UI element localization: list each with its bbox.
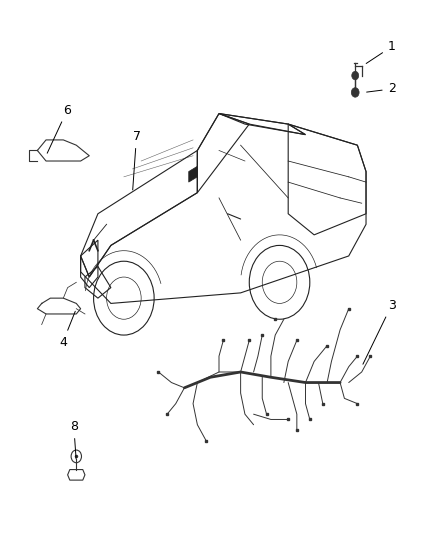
Circle shape — [351, 88, 359, 97]
Text: 4: 4 — [59, 311, 75, 349]
Text: 1: 1 — [366, 41, 396, 63]
Text: 8: 8 — [70, 420, 78, 459]
Text: 6: 6 — [47, 103, 71, 153]
Polygon shape — [189, 166, 198, 182]
Text: 2: 2 — [367, 83, 396, 95]
Circle shape — [352, 71, 359, 80]
Text: 7: 7 — [133, 130, 141, 190]
Text: 3: 3 — [363, 298, 396, 364]
